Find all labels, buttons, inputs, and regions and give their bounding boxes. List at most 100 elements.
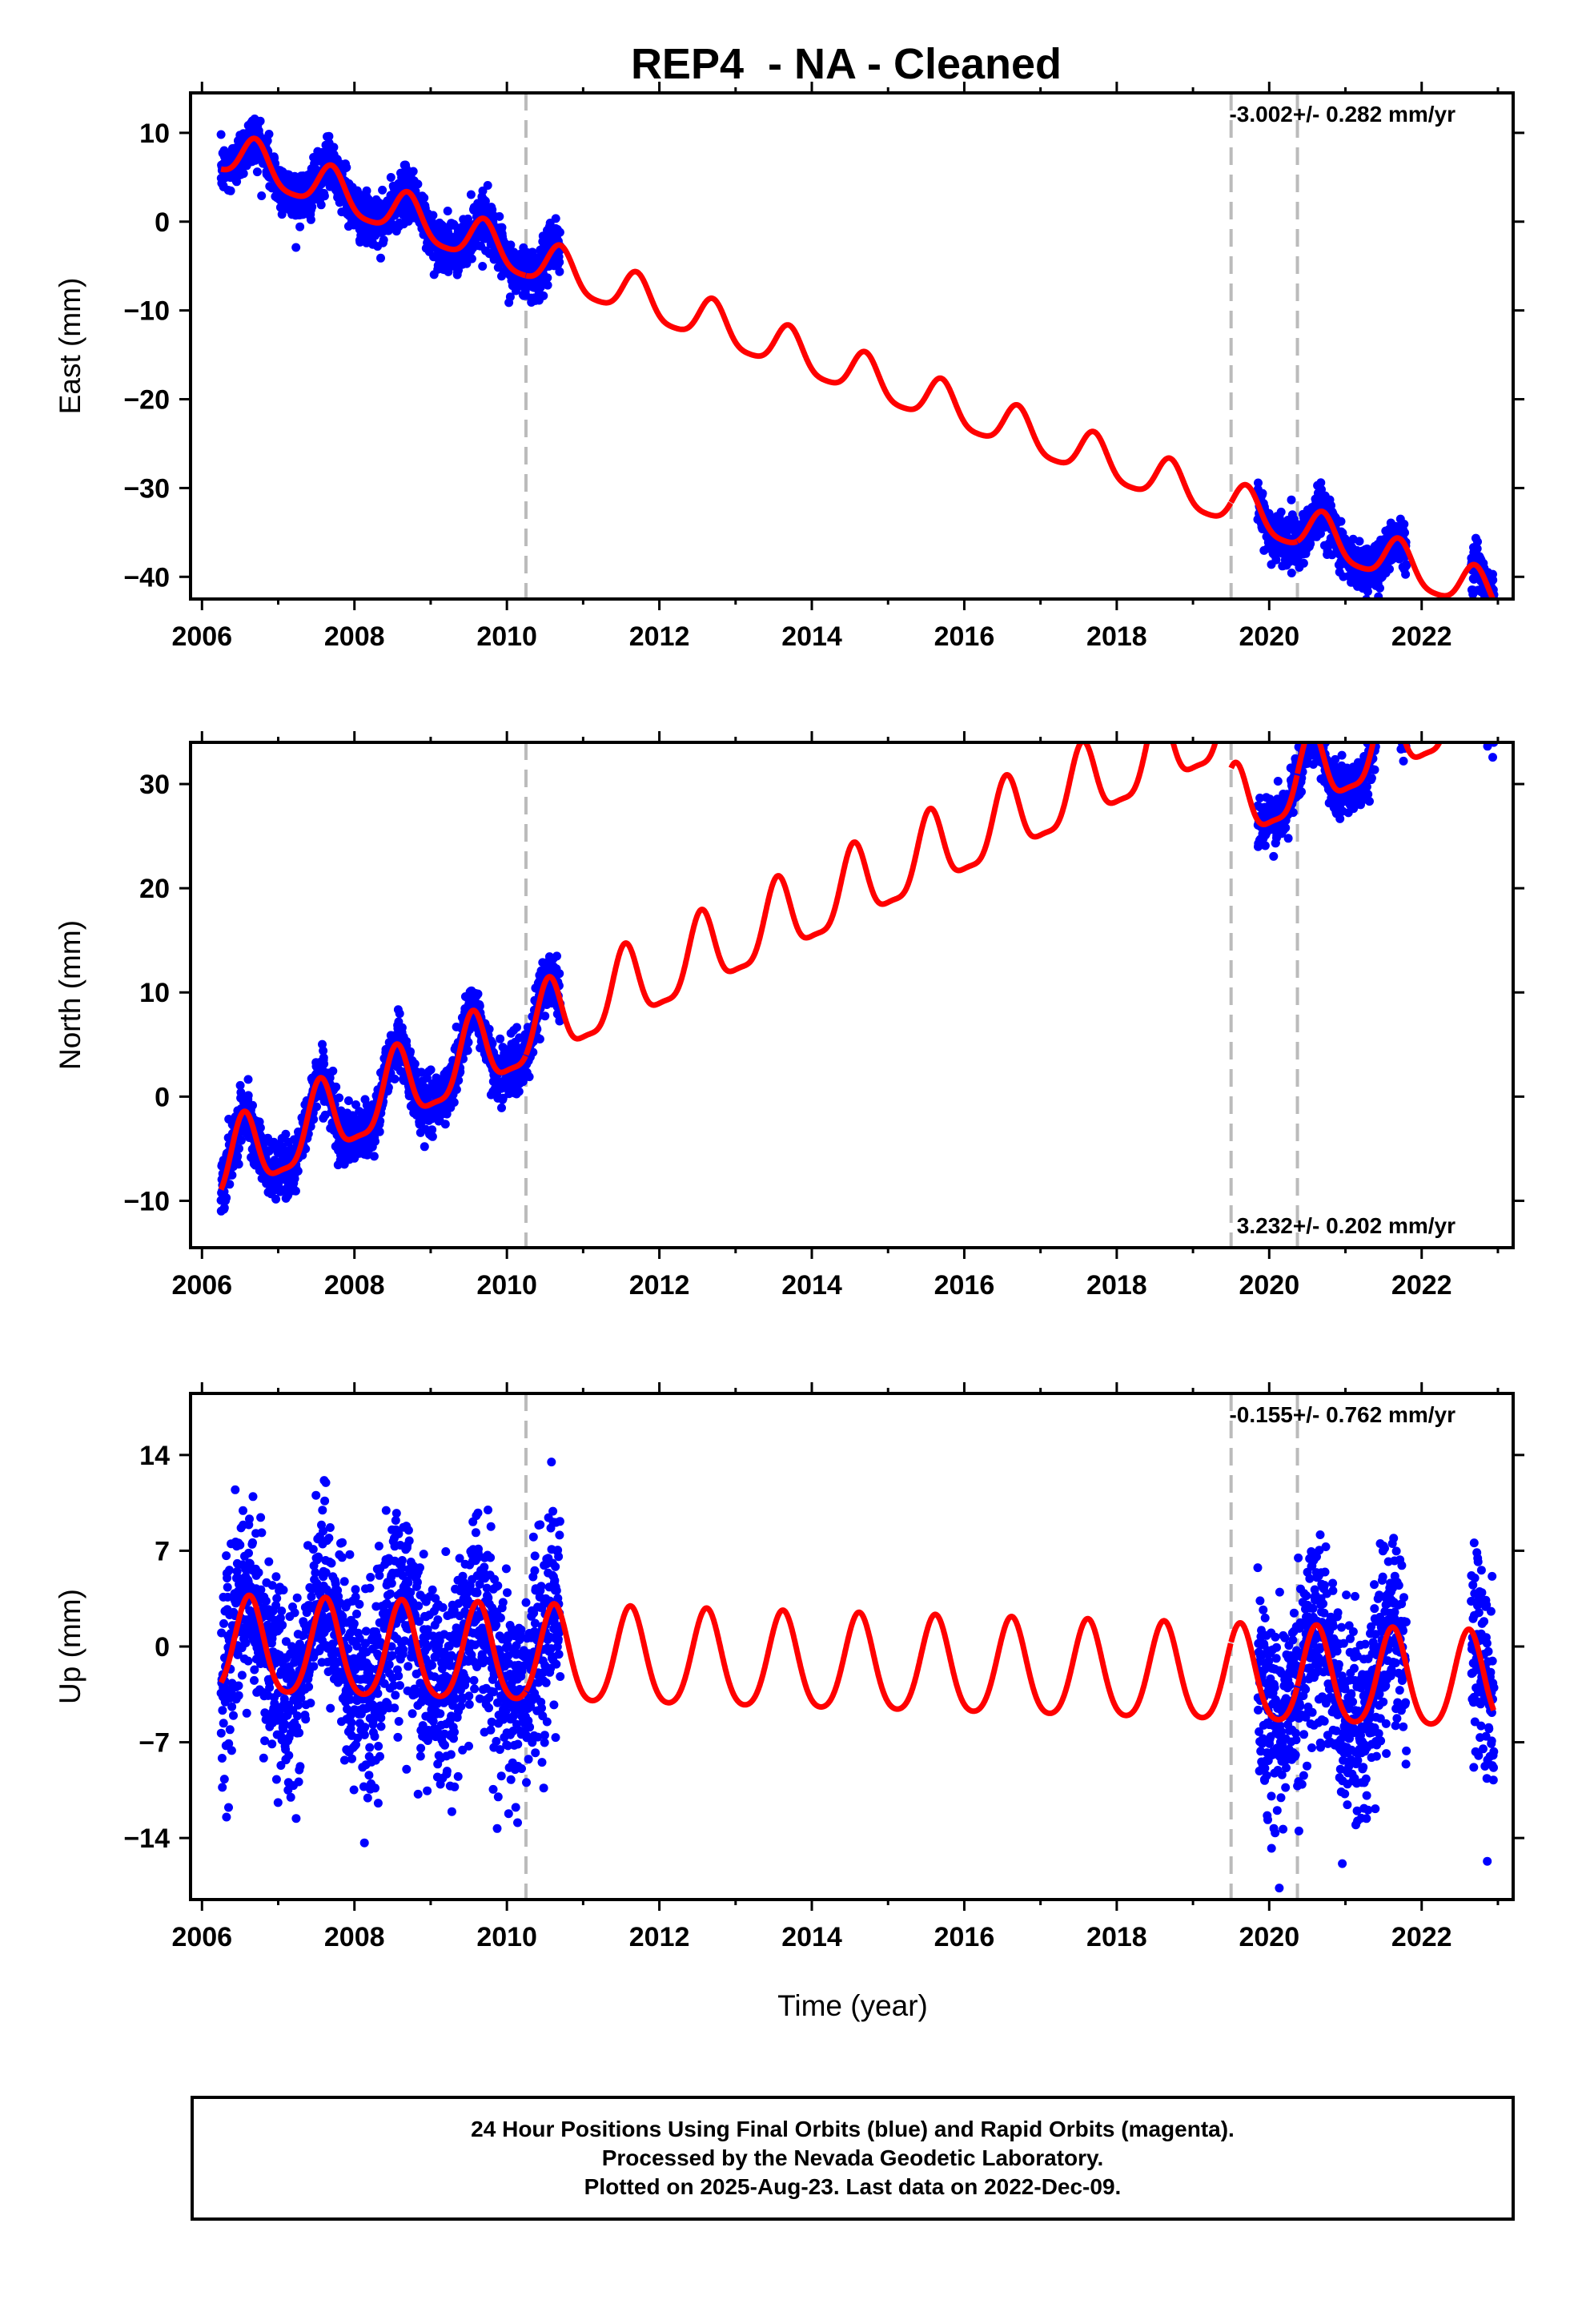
data-point [1365,723,1374,732]
data-point [1383,708,1391,717]
y-tick-label: −40 [123,562,170,593]
data-point [555,267,564,276]
data-point [1378,693,1387,702]
data-point [1477,710,1486,719]
data-point [1287,495,1296,505]
data-point [1365,797,1374,806]
data-point [263,136,272,146]
data-point [440,1120,450,1129]
data-point [1484,722,1493,730]
data-point [1467,675,1476,684]
data-point [428,211,438,220]
data-point [376,253,385,263]
data-point [1472,701,1480,710]
data-point [1396,724,1405,733]
data-point [1379,692,1387,701]
data-point [1379,712,1388,721]
data-point [1388,702,1397,711]
data-point [1486,720,1495,729]
data-point [1383,687,1392,696]
data-point [1386,697,1395,706]
data-point [1385,679,1394,688]
data-point [1377,694,1386,703]
data-point [1392,710,1401,718]
data-point [1399,520,1409,529]
data-point [1314,722,1323,730]
data-point [1386,667,1395,676]
data-point [1485,708,1494,717]
data-point [1388,679,1397,688]
data-point [1471,680,1480,689]
data-point [540,1011,550,1021]
data-point [497,223,507,232]
data-point [1371,731,1380,740]
data-point [1258,489,1267,498]
data-point [1372,722,1381,731]
data-point [1484,613,1493,621]
data-point [1299,727,1308,736]
data-point [449,1098,459,1107]
data-point [1397,727,1406,736]
data-point [1311,724,1320,733]
x-tick-label: 2008 [324,1270,385,1301]
data-point [1283,834,1293,843]
data-point [1468,665,1476,674]
plot-frame [189,741,1515,1249]
data-point [1374,726,1383,734]
data-point [1477,705,1486,714]
data-point [426,1065,436,1075]
data-point [1369,707,1378,716]
data-point [1383,690,1391,698]
data-point [335,1093,344,1103]
data-point [281,1129,291,1139]
x-tick-label: 2006 [171,1270,232,1301]
data-point [1375,733,1383,742]
data-point [1376,708,1385,717]
data-point [1482,726,1491,734]
data-point [248,1100,257,1110]
data-point [1363,587,1372,597]
data-point [1387,699,1396,708]
data-point [375,1127,384,1136]
data-point [1489,710,1498,718]
data-point [1390,720,1399,729]
data-point [386,173,396,182]
data-point [1400,728,1409,737]
data-point [1380,706,1389,715]
data-point [1269,851,1279,861]
data-point [428,1132,437,1141]
data-point [293,1166,303,1176]
data-point [1312,714,1321,722]
data-point [1399,725,1408,734]
data-point [1474,694,1483,702]
data-point [1375,725,1384,734]
data-point [1304,724,1313,733]
data-point [1373,714,1382,723]
data-point [463,1046,472,1055]
data-point [1476,706,1485,714]
data-point [464,214,472,223]
data-point [1374,592,1383,599]
data-point [1400,721,1409,730]
data-point [369,1152,379,1161]
data-point [1371,702,1379,711]
data-point [1297,787,1306,797]
data-point [1372,703,1381,712]
x-tick-label: 2010 [476,1270,537,1301]
data-point [1301,710,1310,718]
data-point [555,969,564,979]
data-point [1377,716,1386,725]
data-point [1382,701,1391,710]
data-point [1470,656,1479,665]
data-point [1310,711,1319,720]
data-point [535,1035,544,1043]
data-point [378,185,387,195]
data-point [1386,686,1395,694]
data-point [1311,733,1319,742]
data-point [1308,704,1317,713]
data-point [1398,725,1407,734]
data-point [1396,718,1405,727]
chart-title: REP4 - NA - Cleaned [631,40,1062,88]
data-point [1395,726,1404,734]
